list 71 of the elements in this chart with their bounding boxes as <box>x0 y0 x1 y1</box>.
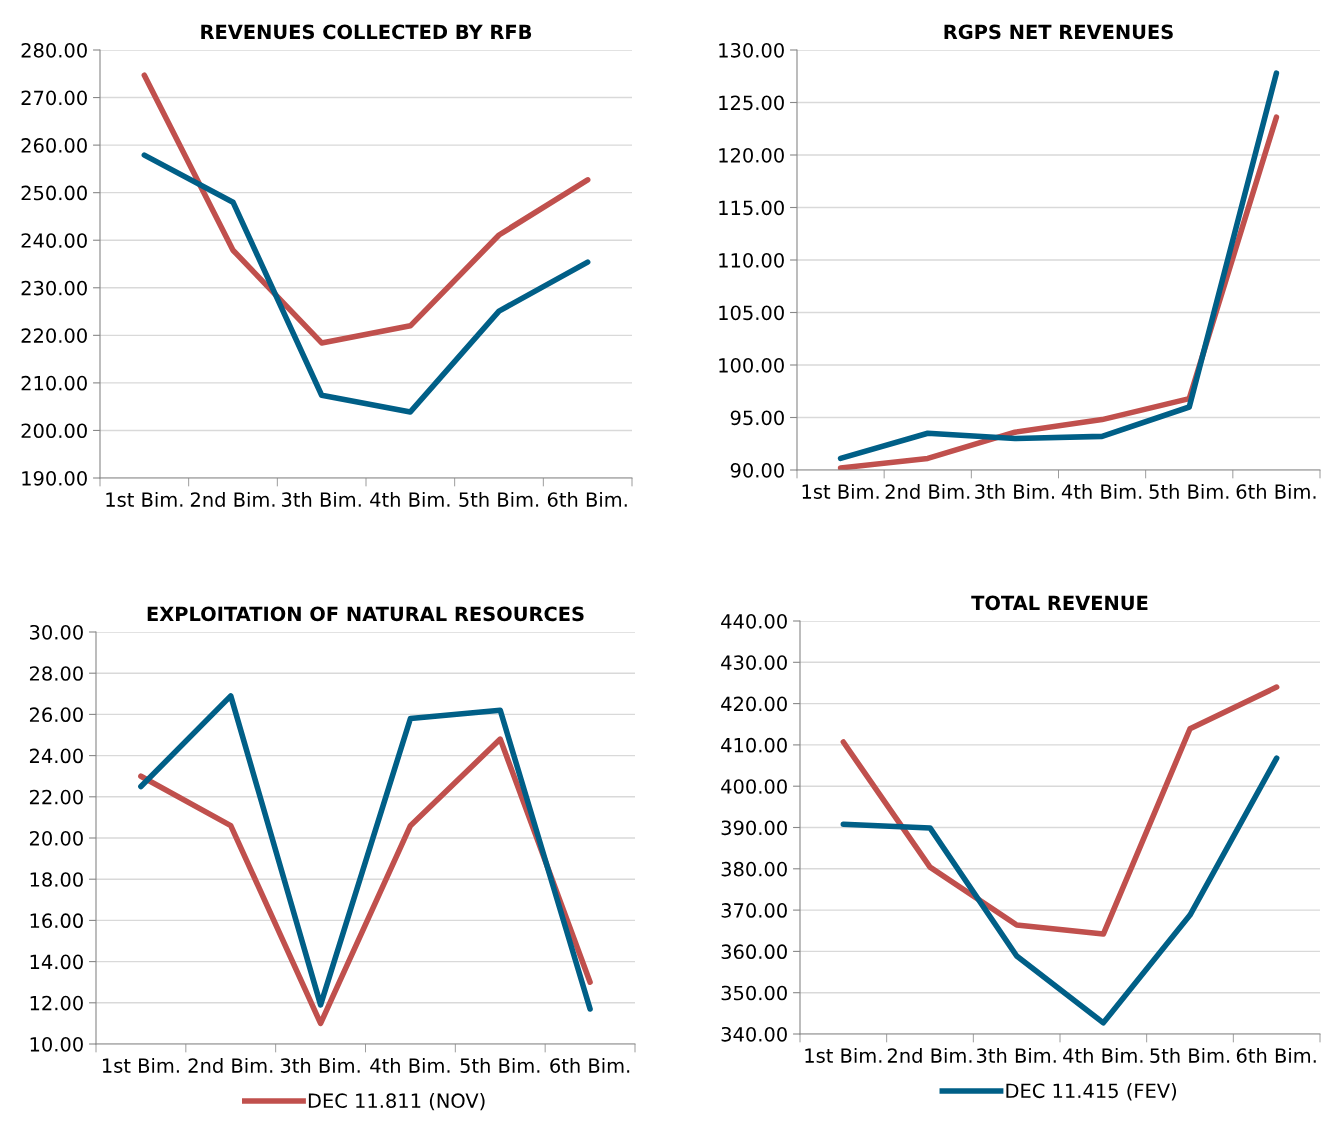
y-tick-label: 260.00 <box>21 138 87 153</box>
x-tick-label: 1st Bim. <box>102 1057 179 1073</box>
chart-title: EXPLOITATION OF NATURAL RESOURCES <box>147 606 584 622</box>
y-tick-label: 100.00 <box>719 357 784 373</box>
x-tick-label: 3th Bim. <box>976 1047 1056 1063</box>
legend-label: DEC 11.811 (NOV) <box>308 1093 485 1111</box>
y-tick-label: 250.00 <box>21 185 87 201</box>
x-tick-label: 1st Bim. <box>106 491 183 507</box>
y-tick-label: 120.00 <box>719 147 784 163</box>
y-tick-label: 440.00 <box>721 613 787 629</box>
y-tick-label: 110.00 <box>719 252 784 268</box>
y-tick-label: 210.00 <box>21 375 87 391</box>
y-tick-label: 270.00 <box>21 90 87 106</box>
x-tick-label: 2nd Bim. <box>887 1047 972 1063</box>
y-tick-label: 340.00 <box>721 1026 787 1042</box>
x-tick-label: 2nd Bim. <box>190 491 275 507</box>
x-tick-label: 2nd Bim. <box>885 483 970 499</box>
y-tick-label: 105.00 <box>719 305 784 321</box>
y-tick-label: 130.00 <box>719 42 784 58</box>
y-tick-label: 420.00 <box>721 696 787 712</box>
y-tick-label: 10.00 <box>30 1036 83 1052</box>
x-tick-label: 6th Bim. <box>1236 483 1316 499</box>
y-tick-label: 390.00 <box>721 820 787 836</box>
x-tick-label: 5th Bim. <box>459 491 539 507</box>
y-tick-label: 20.00 <box>29 830 83 846</box>
y-tick-label: 16.00 <box>30 913 83 929</box>
x-tick-label: 3th Bim. <box>281 491 361 507</box>
y-tick-label: 240.00 <box>21 233 87 248</box>
y-tick-label: 190.00 <box>22 470 87 486</box>
y-tick-label: 430.00 <box>721 655 787 670</box>
y-tick-label: 380.00 <box>721 861 787 877</box>
y-tick-label: 400.00 <box>721 779 787 794</box>
y-tick-label: 28.00 <box>29 666 83 681</box>
y-tick-label: 115.00 <box>719 200 784 216</box>
x-tick-label: 6th Bim. <box>1236 1047 1316 1063</box>
y-tick-label: 350.00 <box>721 985 787 1001</box>
y-tick-label: 14.00 <box>30 954 83 970</box>
x-tick-label: 2nd Bim. <box>188 1057 273 1073</box>
y-tick-label: 230.00 <box>21 280 87 296</box>
x-tick-label: 4th Bim. <box>370 1057 450 1073</box>
x-tick-label: 1st Bim. <box>805 1047 882 1063</box>
x-tick-label: 5th Bim. <box>460 1057 540 1073</box>
y-tick-label: 370.00 <box>721 903 787 918</box>
y-tick-label: 12.00 <box>30 995 83 1011</box>
x-tick-label: 6th Bim. <box>547 491 627 507</box>
legend-label: DEC 11.415 (FEV) <box>1006 1083 1177 1101</box>
x-tick-label: 5th Bim. <box>1149 483 1229 499</box>
y-tick-label: 22.00 <box>29 789 83 805</box>
x-tick-label: 3th Bim. <box>975 483 1054 499</box>
y-tick-label: 360.00 <box>721 944 787 960</box>
y-tick-label: 24.00 <box>29 748 83 764</box>
y-tick-label: 200.00 <box>21 423 87 439</box>
y-tick-label: 410.00 <box>721 737 787 753</box>
x-tick-label: 4th Bim. <box>1063 1047 1143 1063</box>
x-tick-label: 4th Bim. <box>370 491 450 507</box>
y-tick-label: 280.00 <box>21 42 87 58</box>
x-tick-label: 1st Bim. <box>802 483 879 499</box>
y-tick-label: 30.00 <box>30 624 83 640</box>
y-tick-label: 220.00 <box>21 328 87 343</box>
y-tick-label: 125.00 <box>719 95 784 111</box>
chart-title: RGPS NET REVENUES <box>944 24 1173 40</box>
y-tick-label: 95.00 <box>730 410 784 426</box>
y-tick-label: 18.00 <box>30 872 83 887</box>
x-tick-label: 3th Bim. <box>280 1057 360 1073</box>
y-tick-label: 90.00 <box>730 462 784 478</box>
x-tick-label: 4th Bim. <box>1061 483 1142 499</box>
y-tick-label: 26.00 <box>29 707 83 723</box>
x-tick-label: 6th Bim. <box>550 1057 630 1073</box>
chart-title: REVENUES COLLECTED BY RFB <box>201 24 532 40</box>
chart-title: TOTAL REVENUE <box>971 595 1148 611</box>
x-tick-label: 5th Bim. <box>1150 1047 1230 1063</box>
